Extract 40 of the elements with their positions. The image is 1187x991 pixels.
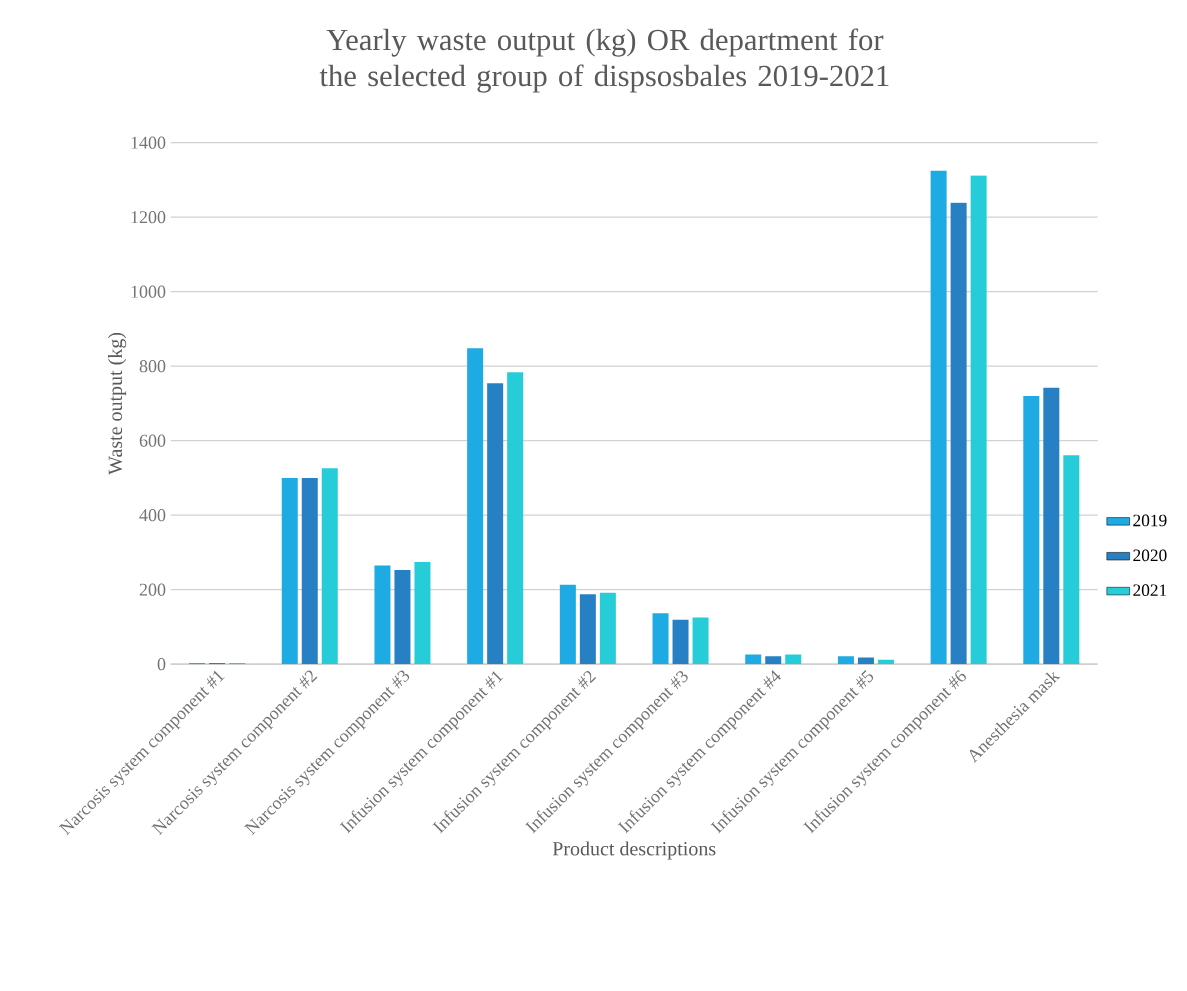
bar xyxy=(652,613,669,665)
y-tick-label: 1400 xyxy=(131,136,166,149)
bar xyxy=(857,657,874,665)
legend-label: 2021 xyxy=(1133,584,1167,597)
legend-label: 2019 xyxy=(1133,514,1167,527)
bar xyxy=(1043,387,1060,665)
bar xyxy=(599,592,616,665)
bar xyxy=(281,477,298,665)
bar xyxy=(672,619,689,665)
bar xyxy=(559,584,576,665)
y-tick-label: 800 xyxy=(139,360,166,373)
bar xyxy=(579,594,596,665)
bar xyxy=(1023,396,1040,665)
bar xyxy=(930,170,947,665)
y-tick-label: 400 xyxy=(139,509,166,522)
bar xyxy=(950,202,967,665)
x-axis-title: Product descriptions xyxy=(552,841,716,860)
y-tick-label: 0 xyxy=(157,658,166,671)
legend-label: 2020 xyxy=(1133,549,1167,562)
bar xyxy=(507,372,524,665)
bar xyxy=(765,656,782,665)
y-axis-title: Waste output (kg) xyxy=(107,332,127,475)
bar xyxy=(837,656,854,665)
bar xyxy=(785,654,802,665)
bar xyxy=(487,383,504,665)
y-tick-label: 200 xyxy=(139,583,166,596)
bar xyxy=(692,617,709,665)
y-tick-label: 600 xyxy=(139,434,166,447)
bar xyxy=(394,569,411,665)
bar xyxy=(970,175,987,665)
bar xyxy=(1063,455,1080,665)
bar xyxy=(321,468,338,665)
y-tick-label: 1000 xyxy=(131,285,166,298)
bar xyxy=(301,477,318,665)
bar xyxy=(414,562,431,665)
bar xyxy=(745,654,762,665)
bar xyxy=(467,348,484,665)
bar xyxy=(374,565,391,665)
chart-title: Yearly waste output (kg) OR department for the selected group of dispsosbales 2019-2021 xyxy=(319,28,889,93)
y-tick-label: 1200 xyxy=(131,211,166,224)
